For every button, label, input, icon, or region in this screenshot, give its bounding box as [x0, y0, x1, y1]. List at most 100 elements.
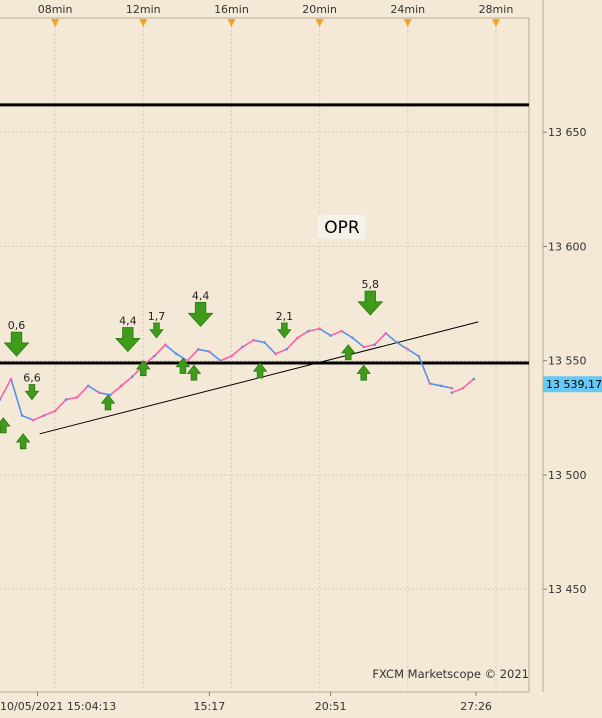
price-point [461, 386, 465, 390]
signal-label: 4,4 [119, 315, 137, 328]
price-point [296, 336, 299, 340]
price-segment-down [87, 385, 100, 394]
price-segment-up [308, 327, 320, 332]
signal-arrow-down [24, 384, 40, 401]
price-segment-down [319, 328, 332, 337]
price-segment-up [65, 396, 78, 401]
signal-arrow-down [357, 290, 384, 316]
price-point [395, 341, 399, 344]
signal-arrow-up [15, 433, 31, 450]
signal-arrow-up [252, 362, 268, 379]
bottom-time-axis: 10/05/2021 15:04:13 15:17 20:51 27:26 [0, 692, 492, 713]
price-segment-up [109, 385, 122, 396]
time-tick-label: 15:17 [194, 700, 226, 713]
price-point [86, 384, 90, 388]
top-tick-label: 16min [214, 3, 249, 16]
price-point [175, 352, 178, 356]
price-segment-up [242, 339, 254, 348]
price-point [241, 345, 244, 349]
price-point [0, 398, 2, 401]
signal-arrow-up [186, 364, 202, 381]
chart-label-background [318, 215, 366, 239]
price-segment-down [164, 344, 177, 355]
signal-arrow-down [277, 322, 292, 339]
price-series [0, 327, 476, 422]
price-point [384, 331, 388, 335]
price-segment-up [330, 330, 342, 337]
price-segment-up [32, 414, 45, 421]
price-point [472, 377, 476, 381]
time-marker-icon [227, 19, 236, 27]
top-tick-label: 24min [390, 3, 425, 16]
price-segment-down [263, 341, 277, 355]
price-point [75, 395, 79, 399]
price-segment-down [21, 414, 34, 421]
price-segment-down [208, 350, 221, 362]
chart-grid [0, 18, 529, 692]
signal-label: 6,6 [23, 372, 41, 385]
signal-arrow-up [100, 394, 116, 411]
signal-label: 4,4 [192, 289, 210, 302]
price-segment-up [43, 410, 56, 417]
price-point [108, 393, 112, 397]
price-point [351, 336, 354, 340]
top-tick-label: 12min [126, 3, 161, 16]
price-point [252, 338, 255, 342]
price-tick-label: 13 600 [548, 240, 587, 253]
price-segment-up [54, 398, 67, 412]
signal-arrow-down [114, 327, 141, 353]
signal-label: 5,8 [362, 278, 380, 291]
chart-frame [0, 0, 544, 693]
time-marker-icon [139, 19, 148, 27]
price-point [439, 384, 443, 388]
price-point [97, 391, 101, 394]
signal-arrow-up [135, 360, 151, 377]
price-segment-up [374, 332, 387, 346]
price-segment-up [275, 348, 287, 355]
price-segment-up [297, 330, 310, 339]
price-point [64, 398, 68, 401]
signal-arrow-up [0, 417, 11, 434]
current-price-badge-background [543, 376, 602, 393]
time-marker-icon [403, 19, 412, 27]
price-segment-down [396, 341, 409, 350]
price-point [329, 334, 332, 337]
signal-arrow-down [149, 322, 164, 339]
price-segment-up [220, 355, 232, 362]
price-tick-label: 13 550 [548, 355, 587, 368]
signal-arrows: 0,6 6,6 4,4 1,7 4,4 2,1 5,8 [0, 278, 384, 450]
price-segment-up [0, 378, 12, 400]
price-segment-up [153, 344, 166, 357]
price-segment-down [352, 337, 365, 348]
price-point [362, 345, 365, 349]
time-tick-label: 10/05/2021 15:04:13 [0, 700, 116, 713]
signal-arrow-down [187, 302, 214, 328]
price-point [20, 414, 24, 417]
price-point [450, 391, 454, 394]
price-point [417, 354, 421, 358]
price-point [164, 343, 167, 347]
signal-arrow-up [356, 364, 372, 381]
price-point [230, 354, 233, 358]
price-point [53, 409, 57, 413]
price-segment-up [285, 337, 299, 350]
price-segment-down [341, 330, 354, 339]
chart-label-box: OPR [318, 215, 366, 239]
price-point [406, 347, 410, 351]
price-point [9, 377, 13, 381]
price-point [373, 343, 377, 347]
price-tick-label: 13 650 [548, 126, 587, 139]
price-segment-down [440, 385, 453, 389]
price-point [197, 347, 200, 351]
signal-arrow-down [3, 331, 30, 357]
time-tick-label: 27:26 [460, 700, 492, 713]
price-segment-down [385, 332, 398, 344]
chart-label: OPR [324, 218, 360, 238]
price-point [285, 347, 288, 351]
price-point [119, 384, 123, 388]
price-axis: 13 650 13 600 13 550 13 500 13 450 [543, 126, 587, 596]
price-point [428, 382, 432, 385]
price-segment-up [186, 348, 199, 362]
